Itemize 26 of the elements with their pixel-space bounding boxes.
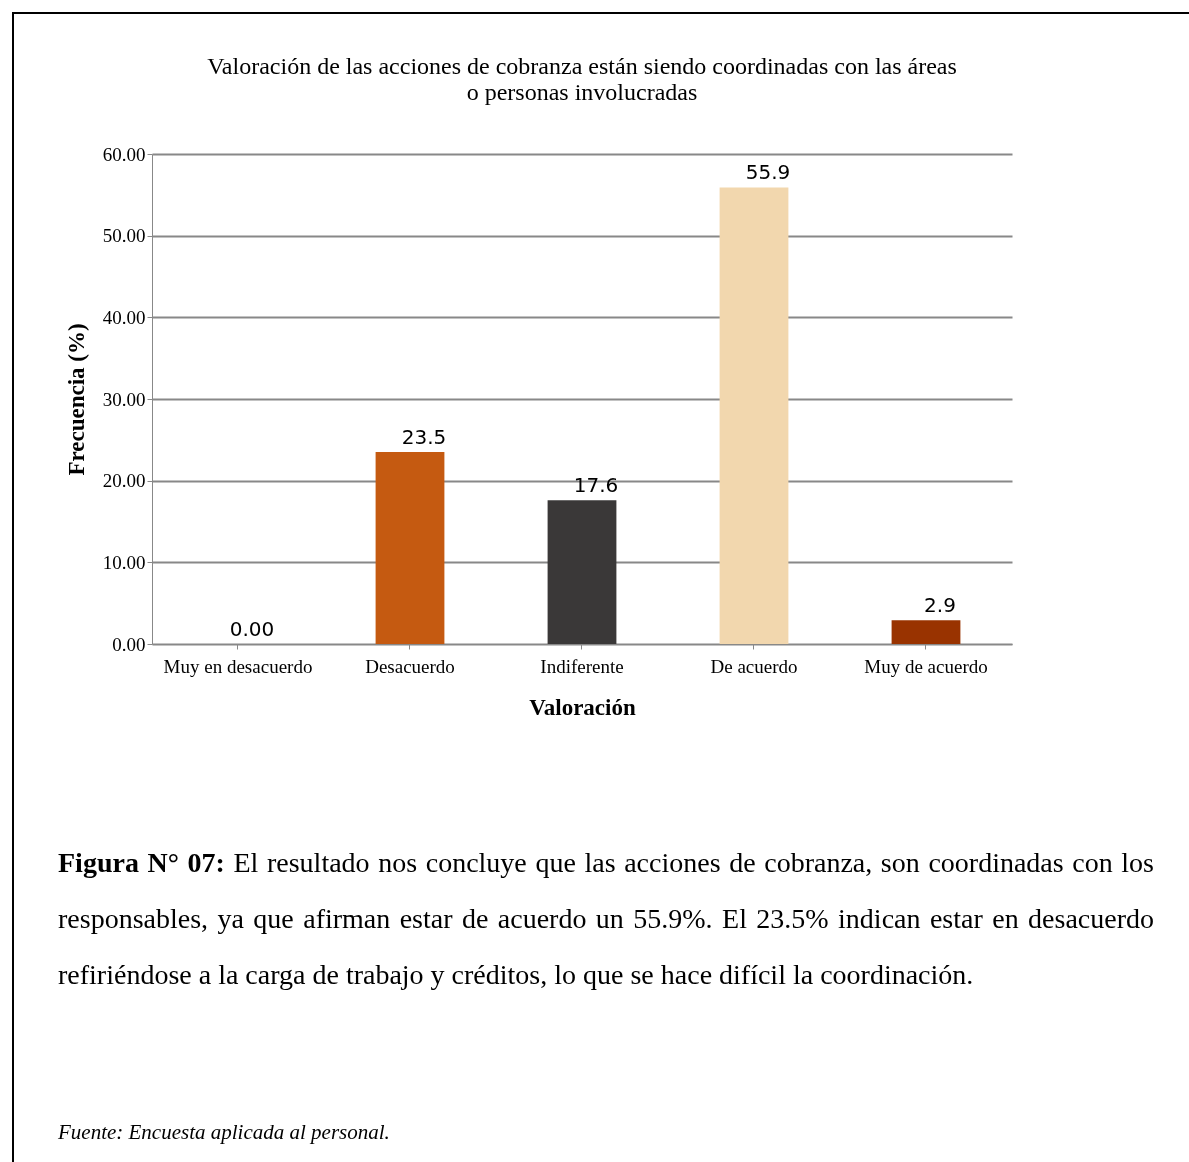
- y-tick-label: 20.00: [102, 470, 146, 492]
- x-tick-label: De acuerdo: [710, 655, 798, 677]
- y-axis-title: Frecuencia (%): [63, 323, 89, 476]
- bar: [547, 500, 617, 644]
- chart-title: Valoración de las acciones de cobranza están siendo coordinadas con las áreas o personas involucradas: [207, 53, 957, 105]
- data-label: 2.9: [924, 593, 956, 618]
- bar: [891, 620, 961, 644]
- bar: [719, 187, 789, 644]
- x-tick-label: Indiferente: [540, 655, 624, 677]
- bar: [375, 452, 445, 644]
- data-label: 0.00: [229, 617, 275, 641]
- x-tick-label: Muy en desacuerdo: [163, 655, 313, 677]
- data-label: 55.9: [745, 160, 791, 185]
- y-tick-label: 50.00: [102, 225, 146, 247]
- data-label: 17.6: [573, 473, 619, 498]
- y-tick-label: 30.00: [102, 388, 146, 410]
- y-tick-label: 0.00: [112, 633, 146, 655]
- x-axis-title: Valoración: [529, 694, 636, 720]
- y-tick-label: 60.00: [102, 143, 146, 165]
- source-note: Fuente: Encuesta aplicada al personal.: [58, 1120, 390, 1145]
- data-label: 23.5: [401, 425, 447, 450]
- x-tick-label: Muy de acuerdo: [864, 655, 988, 677]
- x-tick-label: Desacuerdo: [365, 655, 455, 677]
- text: Figura N° 07: El resultado nos concluye que las acciones de cobranza, son coordinadas con los responsables, ya que afirman estar de acuerdo un 55.9%. El 23.5% indican estar en desacuerdo refiriéndose a la carga de trabajo y créditos, lo que se hace difícil la coordinación.: [58, 846, 1155, 992]
- y-tick-label: 40.00: [102, 306, 146, 328]
- y-tick-label: 10.00: [102, 551, 146, 573]
